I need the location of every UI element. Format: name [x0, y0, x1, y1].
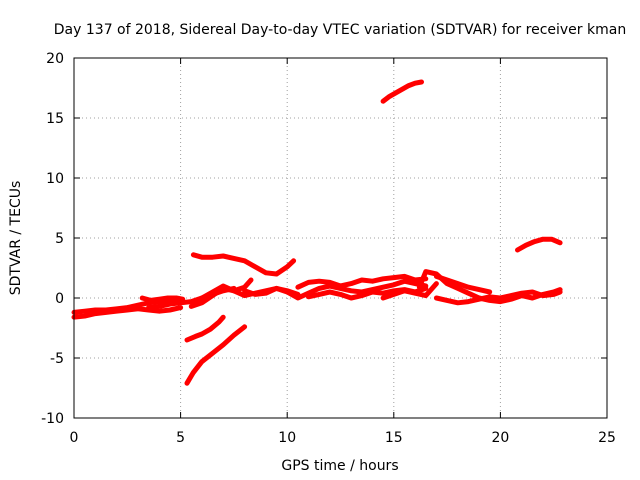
chart-title: Day 137 of 2018, Sidereal Day-to-day VTE…: [54, 22, 626, 38]
plot-frame: [73, 57, 608, 419]
axis-ticks: 0 5 10 15 20 25 -10 -5 0 5 10 15 20: [41, 51, 616, 446]
series-arc-13: [433, 289, 563, 306]
x-tick-label: 20: [491, 430, 509, 446]
series-arc-3: [139, 295, 186, 303]
series-arc-8: [242, 278, 429, 301]
y-tick-label: -5: [50, 351, 64, 367]
grid-lines: [74, 58, 607, 418]
series-arc-2: [71, 305, 184, 320]
series-arc-17: [184, 314, 226, 343]
y-tick-label: 5: [55, 231, 64, 247]
series-arc-16: [380, 79, 424, 104]
series-arc-15: [515, 236, 563, 253]
x-tick-label: 5: [176, 430, 185, 446]
series-arc-9: [295, 273, 429, 290]
y-tick-label: -10: [41, 411, 64, 427]
x-tick-label: 0: [70, 430, 79, 446]
y-axis-label: SDTVAR / TECUs: [8, 181, 24, 296]
y-tick-label: 0: [55, 291, 64, 307]
series-arc-18: [184, 324, 248, 386]
y-tick-label: 10: [46, 171, 64, 187]
series-arc-7: [190, 252, 297, 277]
x-tick-label: 10: [278, 430, 296, 446]
data-series: [71, 79, 563, 386]
x-tick-label: 25: [598, 430, 616, 446]
y-tick-label: 15: [46, 111, 64, 127]
x-tick-label: 15: [385, 430, 403, 446]
x-axis-label: GPS time / hours: [281, 458, 398, 474]
y-tick-label: 20: [46, 51, 64, 67]
series-arc-11: [380, 281, 439, 301]
series-arc-14: [433, 273, 493, 295]
